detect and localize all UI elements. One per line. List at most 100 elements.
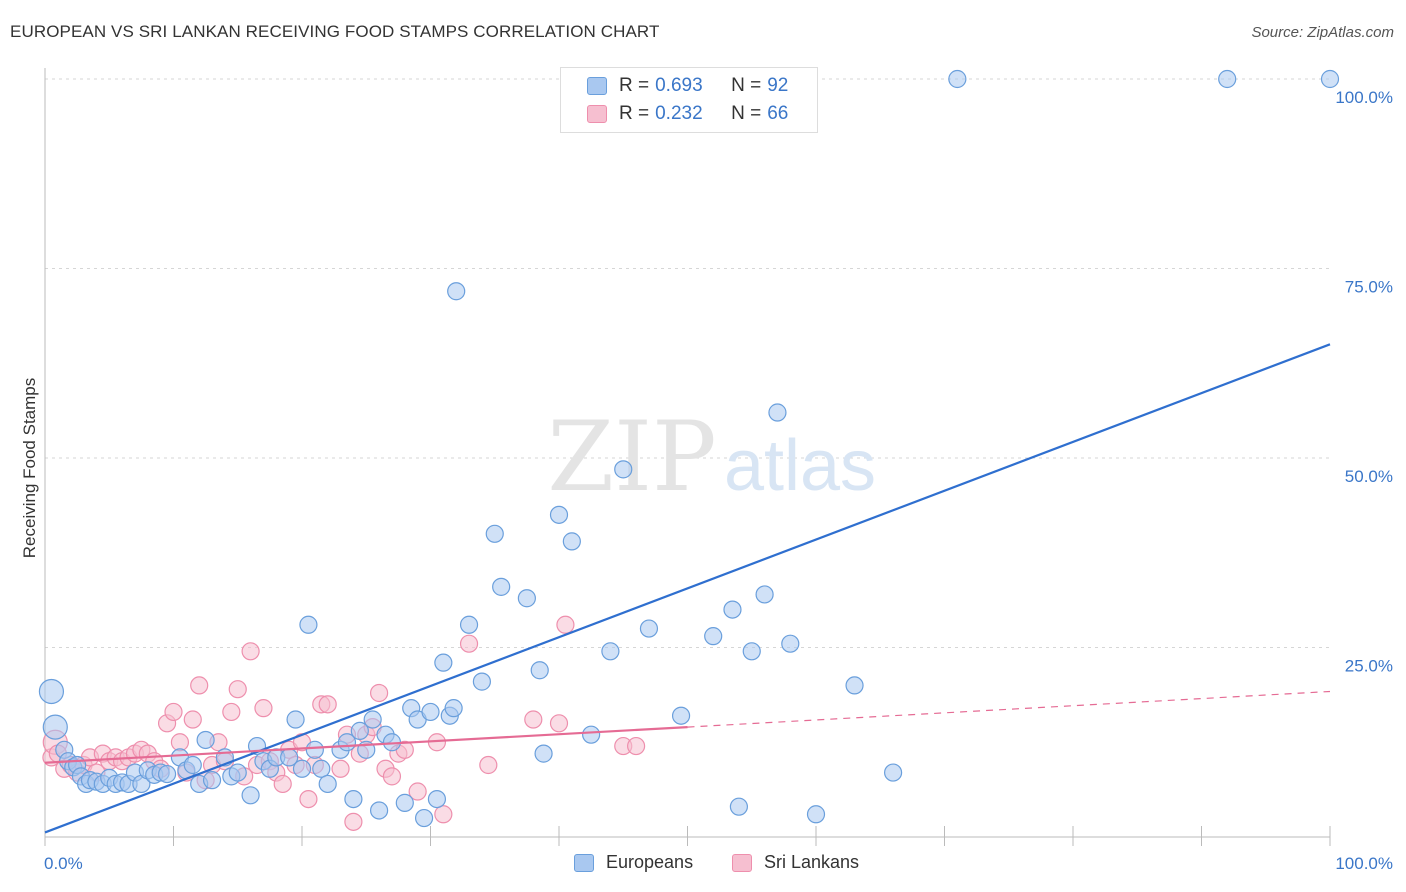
data-point-srilankans xyxy=(556,615,575,634)
data-point-europeans xyxy=(562,532,581,551)
axis-layer xyxy=(44,68,1331,846)
data-point-europeans xyxy=(534,744,553,763)
watermark-zip: ZIP xyxy=(547,401,716,513)
data-point-srilankans xyxy=(183,710,202,729)
data-point-srilankans xyxy=(626,736,646,756)
data-point-srilankans xyxy=(254,699,273,718)
y-tick-label: 50.0% xyxy=(1345,467,1393,486)
data-point-srilankans xyxy=(408,782,427,801)
y-tick-label: 75.0% xyxy=(1345,278,1393,297)
data-point-europeans xyxy=(395,793,414,812)
axis-label-layer: 100.0% 75.0% 50.0% 25.0% 0.0% 100.0% Receiving… xyxy=(20,88,1393,873)
data-point-europeans xyxy=(781,634,800,653)
data-point-europeans xyxy=(434,653,453,672)
data-point-europeans xyxy=(42,714,68,740)
data-point-srilankans xyxy=(549,714,569,733)
data-point-europeans xyxy=(459,615,479,634)
legend-swatch-europeans xyxy=(587,77,607,95)
data-point-europeans xyxy=(350,721,369,740)
data-point-srilankans xyxy=(344,812,363,831)
series-swatch-europeans xyxy=(574,853,594,872)
source-credit: Source: ZipAtlas.com xyxy=(1251,24,1394,41)
data-point-europeans xyxy=(883,763,903,782)
data-point-europeans xyxy=(517,589,536,608)
data-point-europeans xyxy=(601,642,620,661)
series-swatch-srilankans xyxy=(732,853,752,872)
data-point-europeans xyxy=(370,801,389,820)
watermark-atlas: atlas xyxy=(724,426,876,506)
legend-n-label: N = xyxy=(731,103,762,124)
data-point-europeans xyxy=(196,730,215,750)
data-point-srilankans xyxy=(299,789,318,809)
data-point-europeans xyxy=(421,702,440,722)
data-point-europeans xyxy=(723,600,742,619)
data-point-europeans xyxy=(755,585,774,604)
data-point-europeans xyxy=(363,710,382,729)
legend-r-value-srilankans: 0.232 xyxy=(655,103,703,124)
y-axis-title: Receiving Food Stamps xyxy=(20,378,39,558)
points-layer xyxy=(38,69,1340,831)
legend-n-value-europeans: 92 xyxy=(767,75,789,96)
legend-row-europeans: R = 0.693 N = 92 xyxy=(587,74,788,98)
legend-n-label: N = xyxy=(731,75,762,96)
data-point-europeans xyxy=(444,699,463,718)
data-point-europeans xyxy=(472,672,491,691)
x-tick-label: 0.0% xyxy=(44,854,83,873)
watermark: ZIP atlas xyxy=(547,401,876,513)
data-point-europeans xyxy=(414,808,434,828)
data-point-europeans xyxy=(38,678,65,705)
data-point-europeans xyxy=(202,771,222,790)
data-point-europeans xyxy=(286,710,305,729)
legend-n-value-srilankans: 66 xyxy=(767,103,789,124)
data-point-europeans xyxy=(485,524,504,543)
data-point-europeans xyxy=(768,403,787,422)
x-tick-label: 100.0% xyxy=(1335,854,1393,873)
data-point-europeans xyxy=(228,763,247,782)
y-tick-label: 25.0% xyxy=(1345,657,1393,676)
data-point-europeans xyxy=(549,505,569,524)
data-point-srilankans xyxy=(370,683,389,703)
legend-r-label: R = xyxy=(619,103,650,124)
data-point-europeans xyxy=(614,460,633,479)
data-point-srilankans xyxy=(228,680,247,699)
regression-layer xyxy=(44,343,1331,834)
data-point-srilankans xyxy=(479,755,498,775)
data-point-europeans xyxy=(299,615,318,634)
data-point-europeans xyxy=(582,725,601,744)
series-label-europeans: Europeans xyxy=(606,852,694,872)
data-point-europeans xyxy=(241,786,260,805)
correlation-legend: R = 0.693 N = 92 R = 0.232 N = 66 xyxy=(560,67,818,133)
legend-row-srilankans: R = 0.232 N = 66 xyxy=(587,102,788,126)
series-legend: Europeans Sri Lankans xyxy=(0,852,1406,878)
data-point-srilankans xyxy=(331,759,350,778)
data-point-europeans xyxy=(1320,69,1340,89)
data-point-srilankans xyxy=(164,702,183,722)
data-point-europeans xyxy=(427,789,447,809)
data-point-srilankans xyxy=(382,767,402,786)
data-point-europeans xyxy=(1218,69,1237,89)
data-point-srilankans xyxy=(318,695,337,714)
y-tick-label: 100.0% xyxy=(1335,88,1393,107)
data-point-europeans xyxy=(729,797,749,816)
data-point-srilankans xyxy=(459,634,479,653)
regression-line-srilankans-extension xyxy=(687,690,1331,728)
series-legend-europeans[interactable]: Europeans xyxy=(574,852,693,873)
data-point-europeans xyxy=(742,642,761,661)
data-point-srilankans xyxy=(273,774,292,794)
regression-line-srilankans xyxy=(44,725,688,764)
data-point-srilankans xyxy=(524,710,543,729)
series-label-srilankans: Sri Lankans xyxy=(764,852,860,872)
chart-title: EUROPEAN VS SRI LANKAN RECEIVING FOOD ST… xyxy=(10,22,660,41)
legend-swatch-srilankans xyxy=(587,105,607,123)
series-legend-srilankans[interactable]: Sri Lankans xyxy=(732,852,859,873)
grid-layer xyxy=(45,78,1330,648)
data-point-europeans xyxy=(948,69,967,89)
data-point-europeans xyxy=(492,577,511,596)
data-point-europeans xyxy=(305,740,324,759)
data-point-europeans xyxy=(292,759,312,778)
data-point-europeans xyxy=(704,627,723,646)
data-point-srilankans xyxy=(190,676,209,695)
data-point-srilankans xyxy=(222,702,241,722)
data-point-europeans xyxy=(530,661,549,680)
